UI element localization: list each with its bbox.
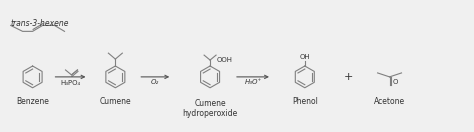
Text: O: O (392, 79, 398, 85)
Text: OOH: OOH (217, 57, 233, 63)
Text: trans-3-hexene: trans-3-hexene (11, 20, 69, 29)
Text: Cumene
hydroperoxide: Cumene hydroperoxide (182, 99, 237, 118)
Text: Cumene: Cumene (100, 97, 131, 106)
Text: OH: OH (300, 54, 310, 60)
Text: H₃O⁺: H₃O⁺ (244, 79, 262, 85)
Text: O₂: O₂ (151, 79, 159, 85)
Text: Benzene: Benzene (16, 97, 49, 106)
Text: H₃PO₄: H₃PO₄ (60, 80, 81, 86)
Text: +: + (344, 72, 353, 82)
Text: Phenol: Phenol (292, 97, 318, 106)
Text: Acetone: Acetone (374, 97, 405, 106)
